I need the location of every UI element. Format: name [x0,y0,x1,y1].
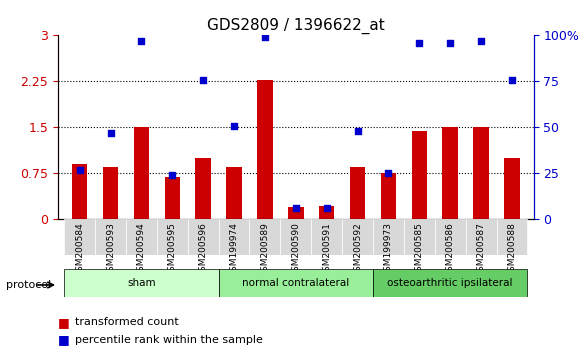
Bar [257,80,273,219]
Text: ■: ■ [58,333,70,346]
FancyBboxPatch shape [466,219,496,255]
Text: GSM200593: GSM200593 [106,222,115,277]
Text: percentile rank within the sample: percentile rank within the sample [75,335,263,345]
Point [168,172,177,178]
FancyBboxPatch shape [188,219,219,255]
Bar [319,206,335,219]
Point [230,123,239,129]
FancyBboxPatch shape [157,219,188,255]
Text: GSM200589: GSM200589 [260,222,270,277]
Text: GSM200584: GSM200584 [75,222,84,277]
Text: transformed count: transformed count [75,317,179,327]
Text: GSM199974: GSM199974 [230,222,238,277]
Bar [504,158,520,219]
Point [198,77,208,82]
Text: GSM200591: GSM200591 [322,222,331,277]
Text: GSM200590: GSM200590 [291,222,300,277]
Text: normal contralateral: normal contralateral [242,278,349,288]
FancyBboxPatch shape [404,219,435,255]
Text: GSM200588: GSM200588 [508,222,516,277]
FancyBboxPatch shape [249,219,280,255]
Text: sham: sham [127,278,155,288]
Title: GDS2809 / 1396622_at: GDS2809 / 1396622_at [207,18,385,34]
Bar [195,158,211,219]
Text: GSM200595: GSM200595 [168,222,177,277]
Text: GSM200585: GSM200585 [415,222,424,277]
FancyBboxPatch shape [219,269,373,297]
Bar [350,167,365,219]
Text: GSM200592: GSM200592 [353,222,362,277]
Bar [103,167,118,219]
Text: ■: ■ [58,316,70,329]
FancyBboxPatch shape [342,219,373,255]
Bar [226,167,242,219]
Bar [473,127,489,219]
Bar [133,127,149,219]
Bar [165,177,180,219]
Point [508,77,517,82]
Text: GSM200594: GSM200594 [137,222,146,277]
Point [137,38,146,44]
FancyBboxPatch shape [64,219,95,255]
Text: GSM200587: GSM200587 [477,222,485,277]
Point [353,128,362,134]
Point [445,40,455,46]
Bar [443,127,458,219]
Text: protocol: protocol [6,280,51,290]
FancyBboxPatch shape [64,269,219,297]
Point [384,171,393,176]
Bar [380,173,396,219]
Bar [412,131,427,219]
Text: osteoarthritic ipsilateral: osteoarthritic ipsilateral [387,278,513,288]
Bar [72,164,88,219]
Point [322,206,331,211]
FancyBboxPatch shape [373,269,527,297]
FancyBboxPatch shape [435,219,466,255]
FancyBboxPatch shape [311,219,342,255]
FancyBboxPatch shape [373,219,404,255]
FancyBboxPatch shape [95,219,126,255]
FancyBboxPatch shape [126,219,157,255]
Text: GSM200586: GSM200586 [445,222,455,277]
FancyBboxPatch shape [496,219,527,255]
Point [476,38,485,44]
Point [106,130,115,136]
Text: GSM199973: GSM199973 [384,222,393,277]
Point [260,34,270,40]
FancyBboxPatch shape [280,219,311,255]
Point [75,167,84,173]
Bar [288,207,303,219]
Point [291,206,300,211]
Text: GSM200596: GSM200596 [199,222,208,277]
FancyBboxPatch shape [219,219,249,255]
Point [415,40,424,46]
